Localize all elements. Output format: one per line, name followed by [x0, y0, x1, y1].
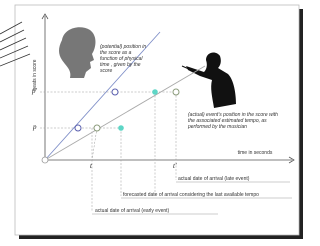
diagram: beats in score time in seconds p p' t t'… — [0, 0, 309, 246]
p-prime-label: p' — [31, 87, 38, 95]
performed-point — [173, 89, 179, 95]
y-axis-label: beats in score — [32, 59, 38, 90]
origin-point — [42, 157, 48, 163]
t-prime-label: t' — [173, 162, 177, 170]
forecast-point — [152, 89, 158, 95]
p-label: p — [32, 123, 37, 131]
score-point — [112, 89, 118, 95]
forecast-annotation: forecasted date of arrival considering t… — [123, 192, 259, 198]
score-point — [75, 125, 81, 131]
early-annotation: actual date of arrival (early event) — [95, 208, 170, 214]
forecast-point — [118, 125, 124, 131]
performed-point — [94, 125, 100, 131]
annotation-line: performed by the musician — [187, 124, 247, 130]
late-annotation: actual date of arrival (late event) — [178, 176, 250, 182]
annotation-line: score — [100, 68, 112, 74]
x-axis-label: time in seconds — [238, 150, 273, 156]
